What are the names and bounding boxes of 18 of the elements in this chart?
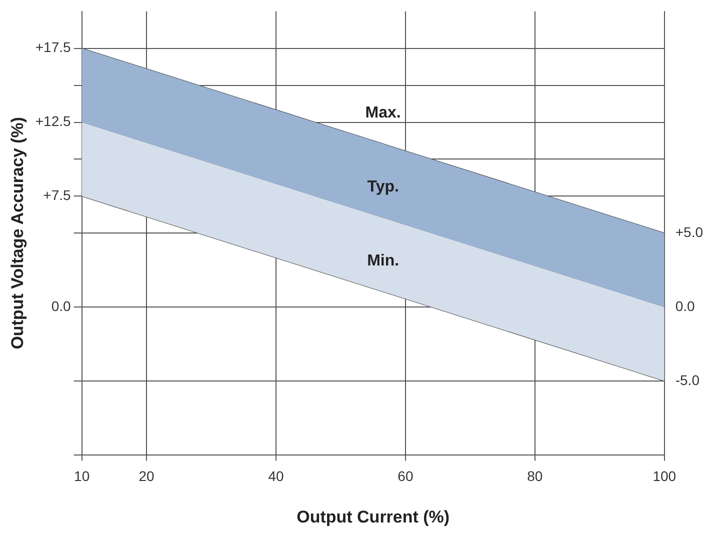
y-axis-title: Output Voltage Accuracy (%) <box>8 116 27 350</box>
series-label: Max. <box>365 104 401 122</box>
y-tick-label: +7.5 <box>43 187 72 204</box>
y-tick-label: +17.5 <box>35 39 72 56</box>
x-tick-label: 20 <box>138 468 155 484</box>
y-tick-label: +12.5 <box>35 113 72 130</box>
series-label: Typ. <box>367 178 399 196</box>
x-tick-label: 40 <box>268 468 284 484</box>
y2-tick-label: 0.0 <box>675 298 696 314</box>
x-tick-label: 100 <box>652 468 676 484</box>
x-tick-label: 80 <box>527 468 543 484</box>
y-tick-label: 0.0 <box>51 298 72 314</box>
x-tick-label: 60 <box>398 468 414 484</box>
y2-tick-label: -5.0 <box>675 372 700 388</box>
y2-tick-label: +5.0 <box>675 224 704 240</box>
x-axis-title: Output Current (%) <box>296 507 450 526</box>
x-tick-label: 10 <box>74 468 90 484</box>
series-label: Min. <box>367 252 400 270</box>
